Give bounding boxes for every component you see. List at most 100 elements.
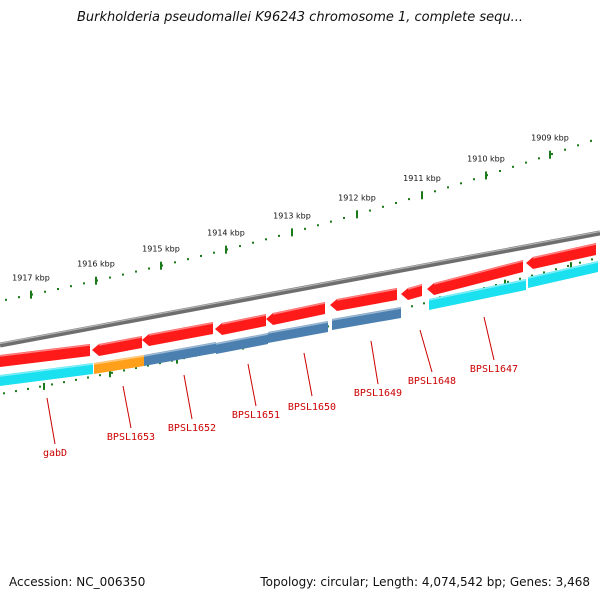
feature-block-gloss: [331, 307, 402, 321]
lower-ruler-dot: [159, 362, 161, 365]
ruler-dot: [44, 290, 46, 293]
gene-block-gloss: [433, 260, 524, 285]
feature-block-gloss: [527, 261, 599, 279]
lower-ruler-dot: [39, 385, 41, 388]
ruler-dot: [265, 238, 267, 241]
ruler-dot: [83, 282, 85, 285]
ruler-dot: [343, 216, 345, 219]
lower-ruler-dot: [27, 387, 29, 390]
gene-block: [142, 322, 214, 346]
kbp-tick-label: 1912 kbp: [338, 193, 376, 202]
lower-ruler-dot: [579, 261, 581, 264]
feature-block-body: [332, 307, 401, 330]
gene-label: BPSL1652: [168, 423, 216, 434]
kbp-tick-label: 1910 kbp: [467, 154, 505, 163]
lower-ruler-dot: [555, 268, 557, 271]
ruler-dot: [122, 273, 124, 276]
gene-block-body: [142, 322, 213, 346]
kbp-tick-label: 1911 kbp: [403, 174, 441, 183]
gene-block-body: [266, 302, 325, 325]
feature-block-gloss: [215, 333, 269, 345]
gene-block-body: [92, 336, 142, 356]
gene-label: BPSL1647: [470, 364, 518, 375]
lower-ruler-dot: [135, 367, 137, 370]
lower-ruler-dot: [63, 381, 65, 384]
features: [0, 243, 599, 386]
feature-block: [0, 363, 94, 386]
ruler-tick: [95, 276, 97, 285]
feature-block: [331, 307, 402, 330]
ruler-dot: [135, 270, 137, 273]
feature-block-body: [94, 355, 144, 374]
label-leader-line: [370, 340, 379, 385]
ruler-tick: [291, 228, 293, 237]
kbp-tick-label: 1909 kbp: [531, 134, 569, 143]
gene-block-body: [526, 243, 596, 269]
ruler-tick: [30, 290, 32, 299]
ruler-dot: [278, 234, 280, 237]
feature-block-body: [0, 363, 93, 386]
backbone-highlight: [0, 230, 600, 345]
tick-labels: 1917 kbp 1916 kbp 1915 kbp 1914 kbp 1913 kbp…: [12, 134, 569, 283]
label-leader-line: [247, 363, 257, 407]
kbp-tick-label: 1916 kbp: [77, 260, 115, 269]
feature-block-gloss: [428, 279, 527, 301]
accession-text: Accession: NC_006350: [9, 575, 146, 589]
kbp-tick-label: 1913 kbp: [273, 211, 311, 220]
ruler-dot: [187, 258, 189, 261]
feature-block: [428, 279, 527, 310]
label-leaders: [46, 316, 495, 445]
lower-ruler-dot: [87, 376, 89, 379]
gene-labels: gabD BPSL1653 BPSL1652 BPSL1651 BPSL1650 BPSL…: [43, 364, 518, 459]
ruler-tick: [485, 171, 487, 180]
lower-ruler-dot: [147, 364, 149, 367]
ruler-dot: [382, 205, 384, 208]
ruler-dot: [70, 285, 72, 288]
gene-label: BPSL1649: [354, 388, 402, 399]
ruler-dot: [590, 139, 592, 142]
feature-block: [93, 355, 145, 374]
feature-block: [267, 321, 329, 343]
lower-ruler-tick: [176, 356, 178, 364]
gene-block: [266, 302, 326, 325]
ruler-dot: [538, 157, 540, 160]
kbp-tick-label: 1917 kbp: [12, 274, 50, 283]
ruler-dot: [5, 298, 7, 301]
gene-block-gloss: [0, 344, 91, 357]
ruler-dot: [564, 148, 566, 151]
gene-block-body: [0, 344, 90, 367]
lower-ruler-dot: [123, 369, 125, 372]
gene-block: [427, 260, 524, 295]
lower-ruler-tick: [109, 370, 111, 378]
ruler-dot: [330, 220, 332, 223]
gene-block-gloss: [407, 284, 423, 290]
gene-block-body: [215, 314, 266, 335]
gene-block: [330, 288, 398, 311]
gene-block: [401, 284, 423, 300]
map-title: Burkholderia pseudomallei K96243 chromos…: [76, 10, 524, 25]
lower-ruler-dot: [3, 392, 5, 395]
gene-block: [215, 314, 267, 335]
lower-ruler-dot: [495, 284, 497, 287]
feature-block-gloss: [0, 363, 94, 377]
lower-ruler-dot: [423, 302, 425, 305]
ruler-dot: [460, 182, 462, 185]
ruler-dot: [551, 153, 553, 156]
ruler-tick: [225, 245, 227, 254]
ruler-dot: [304, 227, 306, 230]
gene-block-body: [330, 288, 397, 311]
feature-block: [215, 333, 269, 354]
ruler-tick: [421, 191, 423, 200]
lower-ruler-dot: [411, 305, 413, 308]
lower-ruler-tick: [570, 262, 572, 270]
ruler-dot: [447, 186, 449, 189]
feature-block: [527, 261, 599, 288]
ruler-tick: [356, 210, 358, 219]
label-leader-line: [46, 397, 56, 445]
ruler-ticks: [30, 150, 551, 299]
gene-block-body: [401, 284, 422, 300]
lower-ruler-dot: [519, 277, 521, 280]
ruler-dot: [57, 287, 59, 290]
lower-ruler-dot: [591, 258, 593, 261]
